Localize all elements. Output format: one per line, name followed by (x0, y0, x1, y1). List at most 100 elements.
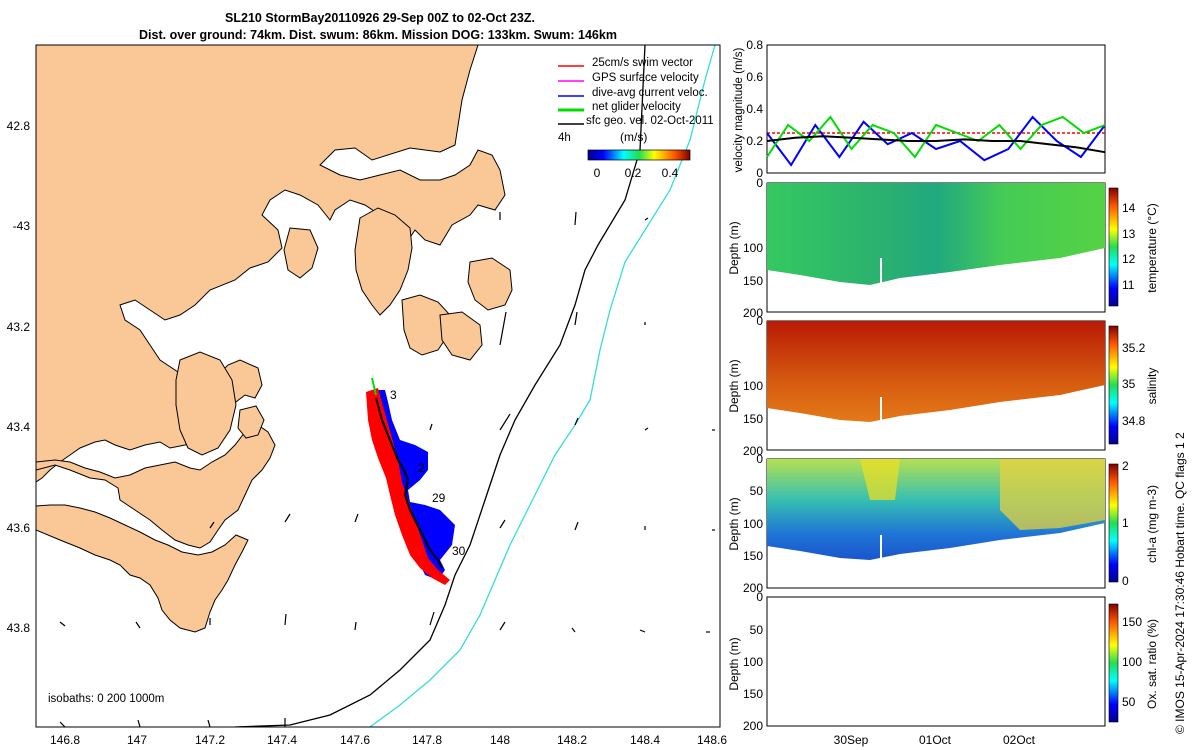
chla-panel: 0 1 2 chl-a (mg m-3) 0 50 100 150 200 De… (727, 452, 1159, 595)
title-line1: SL210 StormBay20110926 29-Sep 00Z to 02-… (225, 11, 535, 25)
time-x-tick: 30Sep (834, 733, 869, 747)
map-x-tick: 147.6 (340, 733, 370, 747)
map-panel: 3 2 29 30 (7, 44, 727, 747)
chla-cbar-tick: 0 (1122, 574, 1129, 588)
legend-gps-velocity: GPS surface velocity (592, 72, 699, 84)
map-y-tick: 43.6 (7, 521, 31, 535)
legend-extra-4h: 4h (558, 132, 571, 144)
land-tasman-peninsula (175, 351, 237, 456)
temp-y-tick: 200 (743, 306, 763, 320)
day-label-2: 2 (418, 461, 425, 475)
vel-y-tick: 0.2 (746, 134, 763, 148)
velocity-series-group (766, 115, 1106, 167)
day-label-3: 3 (390, 388, 397, 402)
map-y-tick: 42.8 (7, 119, 31, 133)
map-x-tick: 148.6 (697, 733, 727, 747)
map-x-tick: 146.8 (50, 733, 80, 747)
land-eastern-island-5 (439, 311, 483, 361)
sfc-geo-arrows (59, 211, 715, 727)
map-y-tick: -43 (13, 219, 31, 233)
land-eastern-island-3 (283, 227, 319, 279)
temp-gap (880, 258, 882, 283)
legend-net-glider: net glider velocity (592, 101, 681, 113)
velocity-series-net-glider (766, 115, 1106, 159)
temp-y-tick: 150 (743, 274, 763, 288)
legend-swim-vector: 25cm/s swim vector (592, 57, 693, 69)
oxygen-panel: 50 100 150 Ox. sat. ratio (%) 0 50 100 1… (727, 590, 1159, 747)
map-x-tick: 148.2 (557, 733, 587, 747)
temperature-panel: 11 12 13 14 temperature (°C) 0 100 150 2… (727, 176, 1159, 320)
chla-y-tick: 200 (743, 581, 763, 595)
salinity-panel: 34.8 35 35.2 salinity 0 100 150 200 Dept… (727, 314, 1159, 458)
oxy-cbar-tick: 100 (1122, 655, 1142, 669)
sal-cbar-tick: 35 (1122, 377, 1136, 391)
land-eastern-island-4 (467, 257, 513, 311)
oxy-y-tick: 100 (743, 655, 763, 669)
temp-cbar-tick: 12 (1122, 252, 1136, 266)
map-frame (35, 44, 721, 728)
legend-dive-avg: dive-avg current veloc. (592, 87, 708, 99)
chla-ylabel: Depth (m) (727, 497, 741, 550)
sal-section (767, 321, 1105, 422)
map-x-tick: 148.4 (630, 733, 660, 747)
map-y-tick: 43.4 (7, 420, 31, 434)
chla-high-region (1000, 459, 1105, 530)
temp-y-tick: 100 (743, 241, 763, 255)
vel-y-tick: 0.8 (746, 38, 763, 52)
sal-y-tick: 150 (743, 412, 763, 426)
map-y-ticks: 42.8 -43 43.2 43.4 43.6 43.8 (7, 119, 31, 635)
sal-cbar-tick: 34.8 (1122, 414, 1146, 428)
sal-cbar-label: salinity (1145, 368, 1159, 405)
map-colorbar-title: (m/s) (620, 130, 647, 144)
chla-cbar-tick: 2 (1122, 459, 1129, 473)
oxy-cbar-label: Ox. sat. ratio (%) (1145, 619, 1159, 709)
land-eastern-island-2 (401, 294, 451, 356)
day-label-30: 30 (452, 544, 466, 558)
map-x-tick: 147.8 (412, 733, 442, 747)
title-line2: Dist. over ground: 74km. Dist. swum: 86k… (139, 28, 617, 42)
map-x-tick: 147.2 (195, 733, 225, 747)
vel-ylabel: velocity magnitude (m/s) (733, 48, 745, 173)
oxy-cbar-tick: 150 (1122, 615, 1142, 629)
map-y-tick: 43.8 (7, 621, 31, 635)
chla-gap (880, 535, 882, 560)
land-eastern-island-1 (354, 207, 413, 316)
oxy-y-tick: 200 (743, 719, 763, 733)
land-lower-west (36, 504, 249, 633)
land-inner-island (237, 405, 265, 439)
chla-colorbar (1108, 463, 1119, 583)
sal-ylabel: Depth (m) (727, 359, 741, 412)
temp-cbar-tick: 13 (1122, 227, 1136, 241)
map-x-tick: 147 (127, 733, 147, 747)
velocity-series-sfc-geo (766, 135, 1106, 154)
glider-track-line (375, 397, 443, 569)
velocity-axes (766, 44, 1106, 174)
sal-cbar-tick: 35.2 (1122, 341, 1146, 355)
sal-y-tick: 200 (743, 444, 763, 458)
chla-cbar-label: chl-a (mg m-3) (1145, 485, 1159, 563)
sal-y-tick: 0 (756, 314, 763, 328)
swim-vector-blob (366, 388, 450, 585)
chla-y-tick: 100 (743, 517, 763, 531)
day-label-29: 29 (432, 491, 446, 505)
land-peninsula (36, 424, 276, 549)
map-colorbar-tick: 0 (594, 166, 601, 180)
footer-copyright: © IMOS 15-Apr-2024 17:30:46 Hobart time.… (1173, 432, 1187, 734)
sal-y-tick: 100 (743, 379, 763, 393)
oxy-axes (766, 596, 1106, 727)
map-x-tick: 147.4 (267, 733, 297, 747)
oxy-y-tick: 150 (743, 687, 763, 701)
temp-cbar-label: temperature (°C) (1145, 203, 1159, 293)
oxy-ylabel: Depth (m) (727, 637, 741, 690)
map-x-tick: 148 (490, 733, 510, 747)
legend-sfc-geo: sfc geo. vel. 02-Oct-2011 (586, 115, 714, 127)
temp-cbar-tick: 11 (1122, 278, 1135, 292)
oxy-y-tick: 50 (750, 623, 764, 637)
map-colorbar-tick: 0.4 (662, 166, 679, 180)
oxy-y-tick: 0 (756, 590, 763, 604)
map-colorbar-tick: 0.2 (625, 166, 642, 180)
time-x-tick: 02Oct (1003, 733, 1036, 747)
isobaths-label: isobaths: 0 200 1000m (48, 693, 164, 705)
temp-y-tick: 0 (756, 176, 763, 190)
